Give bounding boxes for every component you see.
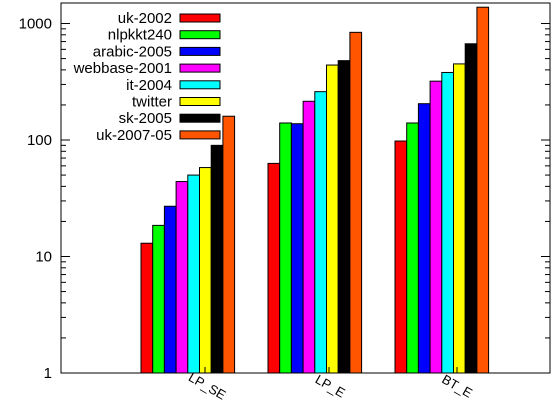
bar-uk-2002-LP_E xyxy=(267,162,281,374)
bar-sk-2005-BT_E xyxy=(464,43,478,374)
legend-label: nlpkkt240 xyxy=(108,27,172,44)
bar-uk-2007-05-LP_E xyxy=(349,31,363,374)
legend-label: sk-2005 xyxy=(119,110,172,127)
bar-it-2004-LP_SE xyxy=(187,174,201,374)
bar-nlpkkt240-BT_E xyxy=(406,122,419,374)
bar-webbase-2001-LP_E xyxy=(302,100,316,374)
legend-label: arabic-2005 xyxy=(93,43,172,60)
legend-label: webbase-2001 xyxy=(73,60,172,77)
bar-sk-2005-LP_E xyxy=(337,60,351,374)
bar-sk-2005-LP_SE xyxy=(210,144,224,374)
bar-uk-2007-05-BT_E xyxy=(476,6,490,374)
bar-twitter-BT_E xyxy=(453,63,466,374)
legend-label: uk-2007-05 xyxy=(96,127,172,144)
y-tick-label: 10 xyxy=(35,249,52,266)
y-axis: 1 10 100 1000 xyxy=(19,16,550,382)
x-category-label: BT_E xyxy=(439,371,475,400)
legend-swatch xyxy=(179,13,221,23)
bar-twitter-LP_E xyxy=(326,64,339,374)
bar-it-2004-BT_E xyxy=(441,71,454,374)
bar-uk-2007-05-LP_SE xyxy=(222,115,236,374)
legend-label: twitter xyxy=(132,94,172,111)
legend-swatch xyxy=(179,80,221,90)
bar-arabic-2005-LP_SE xyxy=(163,205,177,374)
bar-arabic-2005-LP_E xyxy=(290,123,304,374)
bar-webbase-2001-BT_E xyxy=(429,80,443,374)
bar-it-2004-LP_E xyxy=(314,91,327,374)
legend: uk-2002nlpkkt240arabic-2005webbase-2001i… xyxy=(73,10,221,144)
legend-swatch xyxy=(179,46,221,56)
legend-swatch xyxy=(179,113,221,123)
y-tick-label: 1000 xyxy=(19,16,52,33)
bar-uk-2002-LP_SE xyxy=(140,242,154,374)
bar-uk-2002-BT_E xyxy=(394,140,408,374)
x-category-label: LP_E xyxy=(313,372,348,401)
legend-swatch xyxy=(179,63,221,73)
bar-arabic-2005-BT_E xyxy=(417,103,431,374)
y-tick-label: 1 xyxy=(44,365,52,382)
x-category-label: LP_SE xyxy=(186,369,229,402)
bar-twitter-LP_SE xyxy=(199,167,212,374)
legend-swatch xyxy=(179,97,221,106)
legend-label: uk-2002 xyxy=(118,10,172,27)
legend-swatch xyxy=(179,130,221,140)
y-tick-label: 100 xyxy=(27,132,52,149)
bar-webbase-2001-LP_SE xyxy=(175,181,189,374)
bars-layer xyxy=(140,6,490,374)
legend-label: it-2004 xyxy=(126,77,172,94)
bar-nlpkkt240-LP_SE xyxy=(152,224,165,374)
bar-nlpkkt240-LP_E xyxy=(279,122,292,374)
legend-swatch xyxy=(179,30,221,40)
